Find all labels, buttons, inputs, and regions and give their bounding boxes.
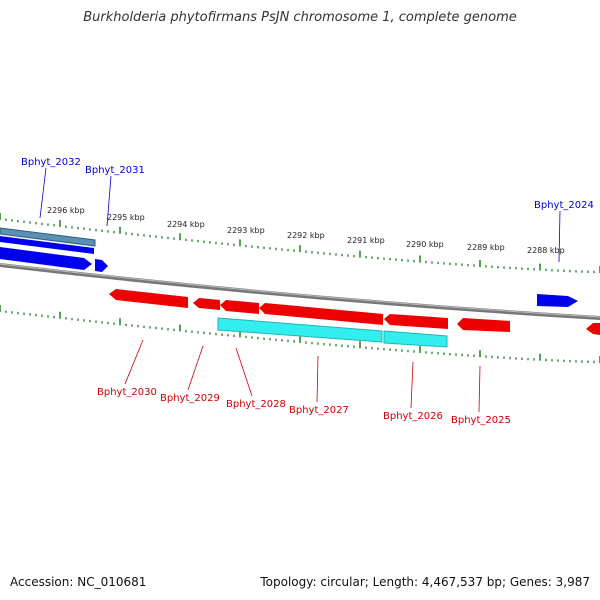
gene-label-forward: Bphyt_2031	[85, 165, 145, 176]
gene-label-reverse: Bphyt_2025	[451, 415, 511, 426]
kbp-label: 2293 kbp	[227, 226, 265, 235]
gene-label-reverse: Bphyt_2027	[289, 405, 349, 416]
kbp-label: 2292 kbp	[287, 231, 325, 240]
gene-label-reverse: Bphyt_2028	[226, 399, 286, 410]
chromosome-backbone-highlight	[0, 263, 600, 318]
gene-label-forward: Bphyt_2024	[534, 200, 594, 211]
label-leader	[558, 210, 561, 263]
kbp-label: 2294 kbp	[167, 220, 205, 229]
kbp-label: 2291 kbp	[347, 236, 385, 245]
label-leader	[39, 167, 47, 219]
gene-label-reverse: Bphyt_2026	[383, 411, 443, 422]
label-leader	[410, 361, 414, 409]
genome-summary-text: Topology: circular; Length: 4,467,537 bp…	[260, 575, 590, 589]
gene-label-reverse: Bphyt_2029	[160, 393, 220, 404]
reverse-gene-arrow	[259, 303, 383, 325]
label-leader	[235, 347, 253, 397]
map-title: Burkholderia phytofirmans PsJN chromosom…	[83, 10, 517, 25]
accession-text: Accession: NC_010681	[10, 575, 147, 589]
outer-tick-ring	[0, 213, 600, 274]
label-leader	[187, 345, 204, 391]
kbp-label: 2288 kbp	[527, 246, 565, 255]
chromosome-backbone	[0, 263, 600, 320]
label-leader	[106, 175, 112, 227]
label-leader	[124, 339, 144, 385]
kbp-label: 2290 kbp	[406, 240, 444, 249]
kbp-label: 2289 kbp	[467, 243, 505, 252]
label-leader	[316, 355, 319, 403]
label-leader	[478, 365, 481, 413]
reverse-gene-arrow	[384, 314, 448, 329]
cyan-feature	[217, 317, 383, 343]
teal-feature-left	[0, 227, 96, 247]
gene-label-forward: Bphyt_2032	[21, 157, 81, 168]
reverse-gene-arrow	[586, 323, 600, 335]
forward-gene-arrow	[0, 247, 92, 270]
forward-gene-arrow	[537, 294, 578, 307]
gene-label-reverse: Bphyt_2030	[97, 387, 157, 398]
cyan-feature	[383, 330, 448, 348]
reverse-gene-arrow	[193, 298, 220, 310]
forward-gene-arrow	[95, 259, 108, 272]
kbp-label: 2295 kbp	[107, 213, 145, 222]
forward-gene-arrow	[0, 236, 94, 254]
inner-tick-ring	[0, 305, 600, 364]
kbp-label: 2296 kbp	[47, 206, 85, 215]
reverse-gene-arrow	[457, 318, 510, 332]
reverse-gene-arrow	[220, 300, 259, 314]
reverse-gene-arrow	[109, 289, 188, 308]
